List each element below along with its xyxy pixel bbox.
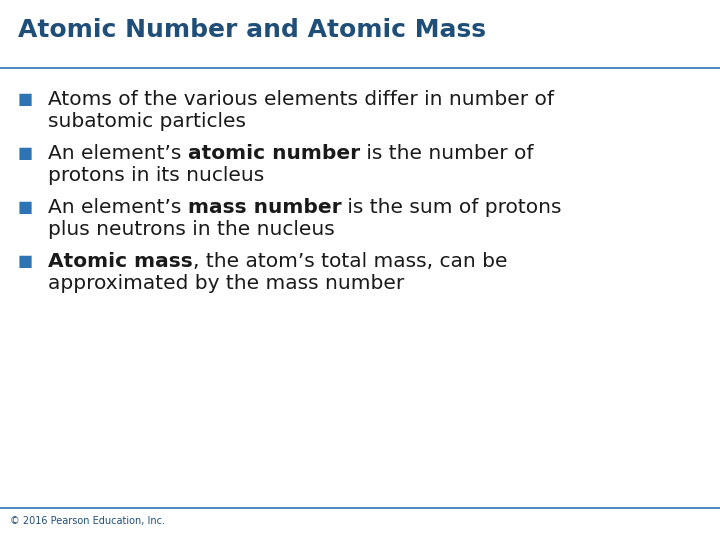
Text: ■: ■ [18,200,33,215]
Text: ■: ■ [18,146,33,161]
Text: subatomic particles: subatomic particles [48,112,246,131]
Text: plus neutrons in the nucleus: plus neutrons in the nucleus [48,220,335,239]
Text: , the atom’s total mass, can be: , the atom’s total mass, can be [193,252,508,271]
Text: protons in its nucleus: protons in its nucleus [48,166,264,185]
Text: An element’s: An element’s [48,198,188,217]
Text: atomic number: atomic number [188,144,360,163]
Text: ■: ■ [18,92,33,107]
Text: approximated by the mass number: approximated by the mass number [48,274,404,293]
Text: is the number of: is the number of [360,144,534,163]
Text: is the sum of protons: is the sum of protons [341,198,562,217]
Text: Atomic mass: Atomic mass [48,252,193,271]
Text: Atomic Number and Atomic Mass: Atomic Number and Atomic Mass [18,18,486,42]
Text: mass number: mass number [188,198,341,217]
Text: An element’s: An element’s [48,144,188,163]
Text: ■: ■ [18,254,33,269]
Text: Atoms of the various elements differ in number of: Atoms of the various elements differ in … [48,90,554,109]
Text: © 2016 Pearson Education, Inc.: © 2016 Pearson Education, Inc. [10,516,165,526]
